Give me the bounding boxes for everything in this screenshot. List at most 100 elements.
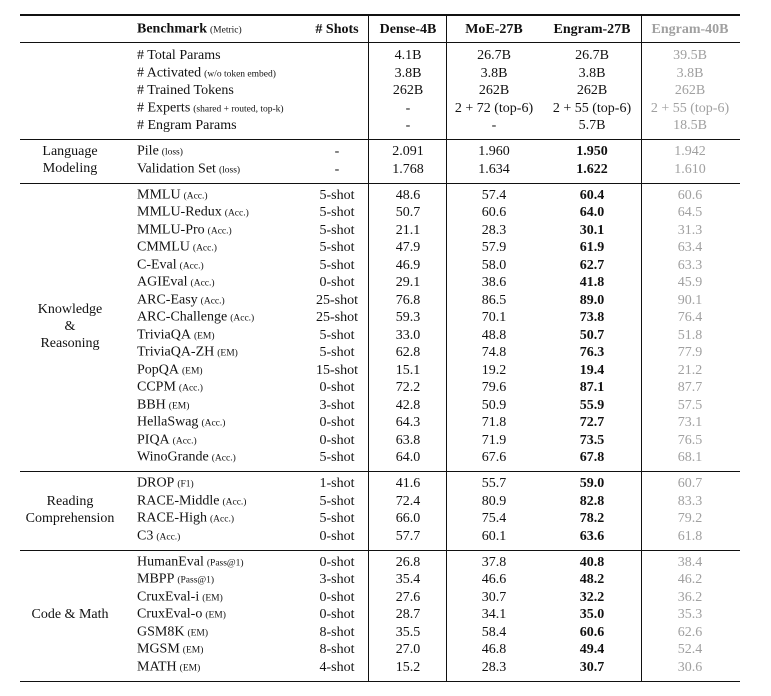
metric-note: (shared + routed, top-k) (193, 104, 284, 114)
benchmark-name: GSM8K (EM) (137, 624, 208, 641)
cell-value: 67.8 (579, 450, 605, 465)
cell-value: 19.4 (579, 362, 605, 378)
cell-value: 1.768 (392, 161, 424, 177)
cell-value: 47.9 (395, 240, 421, 255)
metric-note: (EM) (179, 663, 201, 673)
group-label: Modeling (42, 161, 98, 177)
cell-value: 33.0 (395, 327, 421, 343)
benchmark-name: # Total Params (137, 48, 221, 64)
cell-value: 89.0 (579, 292, 605, 308)
cell-value: 64.3 (395, 415, 421, 430)
cell-value: 63.4 (677, 240, 703, 255)
shots: 3-shot (319, 397, 355, 413)
benchmark-name: AGIEval (Acc.) (137, 275, 215, 292)
name-text: PopQA (137, 362, 180, 377)
cell-value: 57.5 (677, 397, 703, 413)
name-text: Validation Set (137, 161, 216, 176)
benchmark-name: # Trained Tokens (137, 83, 234, 99)
cell-value: 64.0 (395, 450, 421, 465)
metric-note: (Acc.) (192, 243, 217, 254)
cell-value: 2 + 55 (top-6) (552, 100, 632, 116)
benchmark-name: CCPM (Acc.) (137, 380, 203, 397)
group-label: Reading (46, 493, 94, 509)
benchmark-name: Benchmark (Metric) (137, 22, 242, 39)
metric-note: (Acc.) (190, 278, 215, 289)
cell-value: 41.6 (395, 476, 421, 491)
cell-value: 60.6 (481, 205, 507, 220)
cell-value: 50.7 (579, 327, 605, 343)
shots: 0-shot (319, 275, 355, 290)
shots: 25-shot (316, 292, 358, 308)
group-label: Knowledge (37, 301, 103, 317)
name-text: CMMLU (137, 239, 190, 255)
benchmark-name: RACE-High (Acc.) (137, 511, 234, 528)
column-divider (641, 15, 642, 681)
shots: 4-shot (319, 659, 355, 675)
benchmark-name: ARC-Challenge (Acc.) (137, 310, 254, 327)
group-label: & (64, 318, 76, 334)
cell-value: 30.1 (579, 222, 605, 238)
rule (20, 680, 740, 682)
cell-value: - (405, 118, 411, 133)
cell-value: 262B (576, 83, 608, 98)
shots: 15-shot (316, 362, 358, 378)
group-label: Language (42, 144, 98, 160)
cell-value: 262B (674, 83, 706, 98)
cell-value: 2 + 72 (top-6) (454, 100, 534, 116)
rule (20, 471, 740, 472)
name-text: MMLU-Pro (137, 222, 205, 237)
cell-value: 1.960 (478, 144, 510, 159)
cell-value: 29.1 (395, 275, 421, 290)
metric-note: (EM) (168, 401, 190, 411)
shots: 5-shot (319, 240, 355, 255)
metric-note: (Acc.) (172, 436, 197, 446)
benchmark-name: C-Eval (Acc.) (137, 257, 204, 274)
metric-note: (Pass@1) (206, 558, 244, 568)
cell-value: 27.6 (395, 589, 421, 605)
name-text: TriviaQA-ZH (137, 344, 215, 360)
benchmark-name: HellaSwag (Acc.) (137, 415, 225, 432)
cell-value: 73.5 (579, 432, 605, 448)
cell-value: 59.3 (395, 310, 421, 325)
cell-value: 74.8 (481, 345, 507, 360)
cell-value: 63.6 (579, 528, 605, 544)
cell-value: 62.8 (395, 345, 421, 360)
metric-note: (loss) (161, 147, 183, 158)
rule (20, 139, 740, 140)
cell-value: 71.9 (481, 432, 507, 448)
metric-note: (w/o token embed) (204, 69, 276, 79)
model-header: Dense-4B (379, 22, 437, 37)
shots: 8-shot (319, 642, 355, 657)
cell-value: 64.5 (677, 205, 703, 220)
metric-note: (F1) (177, 479, 194, 490)
cell-value: 60.6 (677, 187, 703, 203)
cell-value: 1.950 (576, 144, 608, 159)
name-text: # Total Params (137, 48, 221, 63)
name-text: MMLU (137, 187, 181, 202)
cell-value: 30.6 (677, 659, 703, 675)
cell-value: 21.2 (677, 362, 703, 378)
name-text: CCPM (137, 379, 176, 395)
group-label: Comprehension (25, 510, 115, 526)
benchmark-name: # Engram Params (137, 118, 237, 134)
model-header: MoE-27B (465, 22, 523, 37)
name-text: ARC-Challenge (137, 309, 228, 325)
benchmark-name: CruxEval-o (EM) (137, 607, 226, 624)
cell-value: 52.4 (677, 642, 703, 657)
metric-note: (Acc.) (211, 453, 236, 464)
group-label: Reasoning (40, 335, 100, 351)
cell-value: 83.3 (677, 493, 703, 509)
metric-note: (Pass@1) (177, 575, 215, 586)
metric-note: (loss) (218, 165, 241, 175)
benchmark-name: MGSM (EM) (137, 642, 203, 659)
cell-value: 61.9 (579, 240, 605, 255)
cell-value: 35.0 (579, 607, 605, 622)
benchmark-name: C3 (Acc.) (137, 528, 180, 545)
cell-value: 28.3 (481, 659, 507, 675)
cell-value: 67.6 (481, 450, 507, 465)
name-text: HellaSwag (137, 414, 199, 430)
cell-value: 3.8B (480, 65, 508, 81)
cell-value: 64.0 (579, 205, 605, 220)
cell-value: 15.1 (395, 362, 421, 378)
